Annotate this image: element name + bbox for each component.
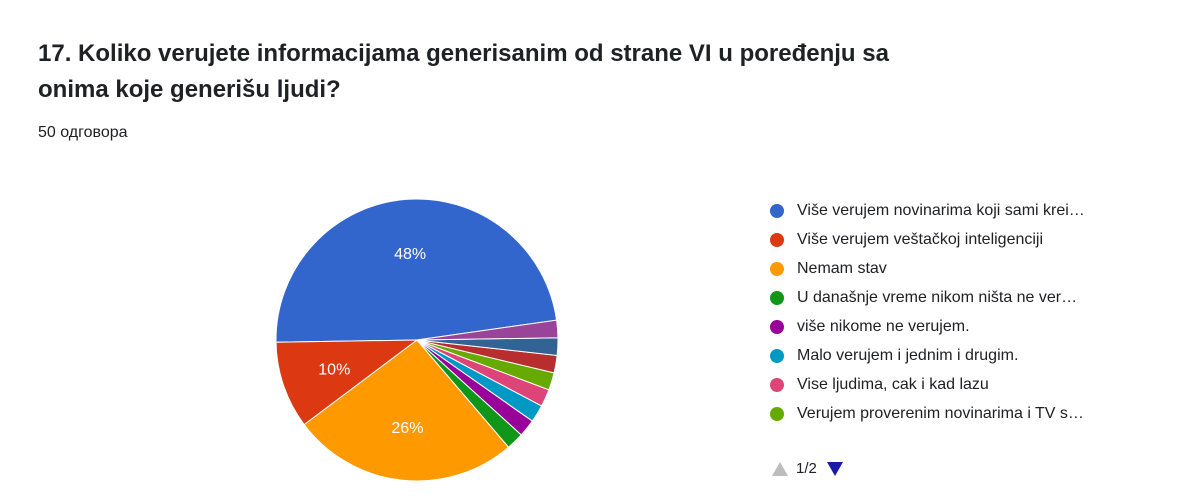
page-indicator: 1/2 bbox=[796, 460, 817, 477]
page-up-icon bbox=[772, 461, 788, 476]
legend-item[interactable]: Malo verujem i jednim i drugim. bbox=[770, 341, 1085, 370]
legend-swatch-icon bbox=[770, 406, 784, 421]
pie-slice-10[interactable] bbox=[416, 319, 559, 341]
legend-swatch-icon bbox=[770, 232, 784, 247]
pie-slice-0[interactable] bbox=[275, 198, 558, 343]
legend-pagination: 1/2 bbox=[772, 460, 843, 477]
legend-swatch-icon bbox=[770, 290, 784, 305]
page-down-icon[interactable] bbox=[826, 461, 843, 476]
pie-slice-2[interactable] bbox=[303, 339, 510, 482]
legend-swatch-icon bbox=[770, 319, 784, 334]
pie-data-label-1: 10% bbox=[318, 361, 350, 378]
response-count: 50 одговора bbox=[38, 124, 128, 141]
legend-item[interactable]: Vise ljudima, cak i kad lazu bbox=[770, 370, 1085, 399]
pie-chart: 48% 10% 26% bbox=[262, 190, 572, 500]
pie-slice-1[interactable] bbox=[275, 339, 419, 426]
legend-swatch-icon bbox=[770, 348, 784, 363]
pie-data-label-0: 48% bbox=[394, 246, 426, 263]
legend-item[interactable]: Više verujem novinarima koji sami krei… bbox=[770, 196, 1085, 225]
legend-item[interactable]: više nikome ne verujem. bbox=[770, 312, 1085, 341]
legend-label: Malo verujem i jednim i drugim. bbox=[797, 346, 1019, 364]
pie-chart-svg: 48% 10% 26% bbox=[275, 198, 559, 482]
legend-label: U današnje vreme nikom ništa ne ver… bbox=[797, 288, 1078, 306]
legend-label: Više verujem veštačkoj inteligenciji bbox=[797, 230, 1044, 248]
legend-label: Više verujem novinarima koji sami krei… bbox=[797, 201, 1085, 219]
pie-data-label-2: 26% bbox=[391, 420, 423, 437]
legend-label: više nikome ne verujem. bbox=[797, 317, 970, 335]
legend-item[interactable]: Nemam stav bbox=[770, 254, 1085, 283]
legend-swatch-icon bbox=[770, 261, 784, 276]
chart-legend: Više verujem novinarima koji sami krei… V… bbox=[770, 196, 1085, 428]
legend-item[interactable]: U današnje vreme nikom ništa ne ver… bbox=[770, 283, 1085, 312]
legend-swatch-icon bbox=[770, 203, 784, 218]
legend-label: Verujem proverenim novinarima i TV s… bbox=[797, 404, 1084, 422]
legend-swatch-icon bbox=[770, 377, 784, 392]
question-title: 17. Koliko verujete informacijama generi… bbox=[38, 40, 889, 103]
legend-item[interactable]: Više verujem veštačkoj inteligenciji bbox=[770, 225, 1085, 254]
legend-label: Vise ljudima, cak i kad lazu bbox=[797, 375, 989, 393]
legend-item[interactable]: Verujem proverenim novinarima i TV s… bbox=[770, 399, 1085, 428]
legend-label: Nemam stav bbox=[797, 259, 887, 277]
